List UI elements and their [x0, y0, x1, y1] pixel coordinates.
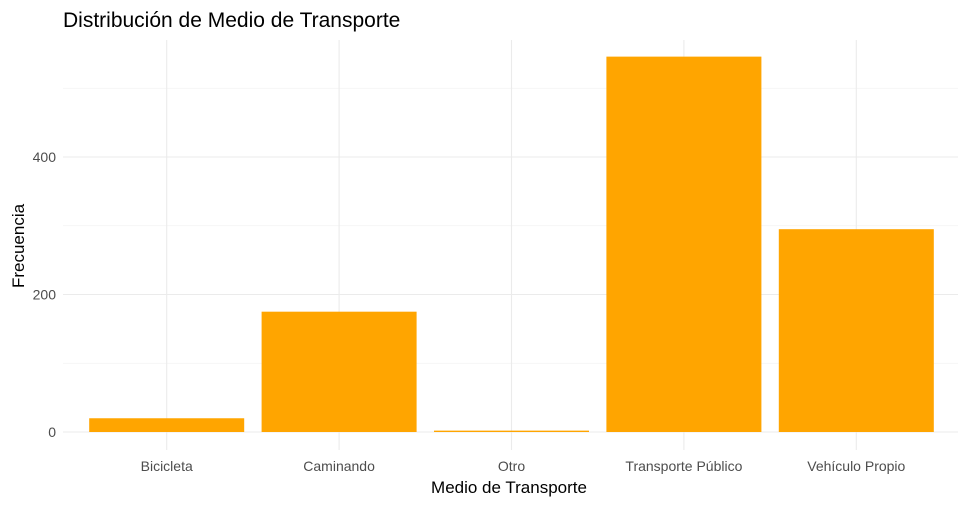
- y-tick-label: 400: [33, 149, 57, 165]
- y-tick-label: 0: [48, 424, 56, 440]
- x-tick-label: Otro: [498, 458, 525, 474]
- x-tick-label: Transporte Público: [625, 458, 742, 474]
- x-axis-title: Medio de Transporte: [431, 478, 587, 497]
- x-tick-label: Bicicleta: [141, 458, 193, 474]
- bar-otro: [434, 430, 589, 432]
- x-tick-label: Vehículo Propio: [807, 458, 905, 474]
- chart-title: Distribución de Medio de Transporte: [63, 9, 400, 32]
- bar-bicicleta: [89, 418, 245, 432]
- x-axis-ticks: Bicicleta Caminando Otro Transporte Público…: [141, 458, 906, 474]
- bars: [89, 56, 934, 432]
- bar-caminando: [261, 311, 417, 432]
- y-axis-ticks: 0 200 400: [33, 149, 57, 440]
- bar-transporte-p-blico: [606, 56, 762, 432]
- y-tick-label: 200: [33, 287, 57, 303]
- x-tick-label: Caminando: [303, 458, 375, 474]
- y-axis-title: Frecuencia: [9, 203, 28, 288]
- bar-veh-culo-propio: [778, 229, 934, 432]
